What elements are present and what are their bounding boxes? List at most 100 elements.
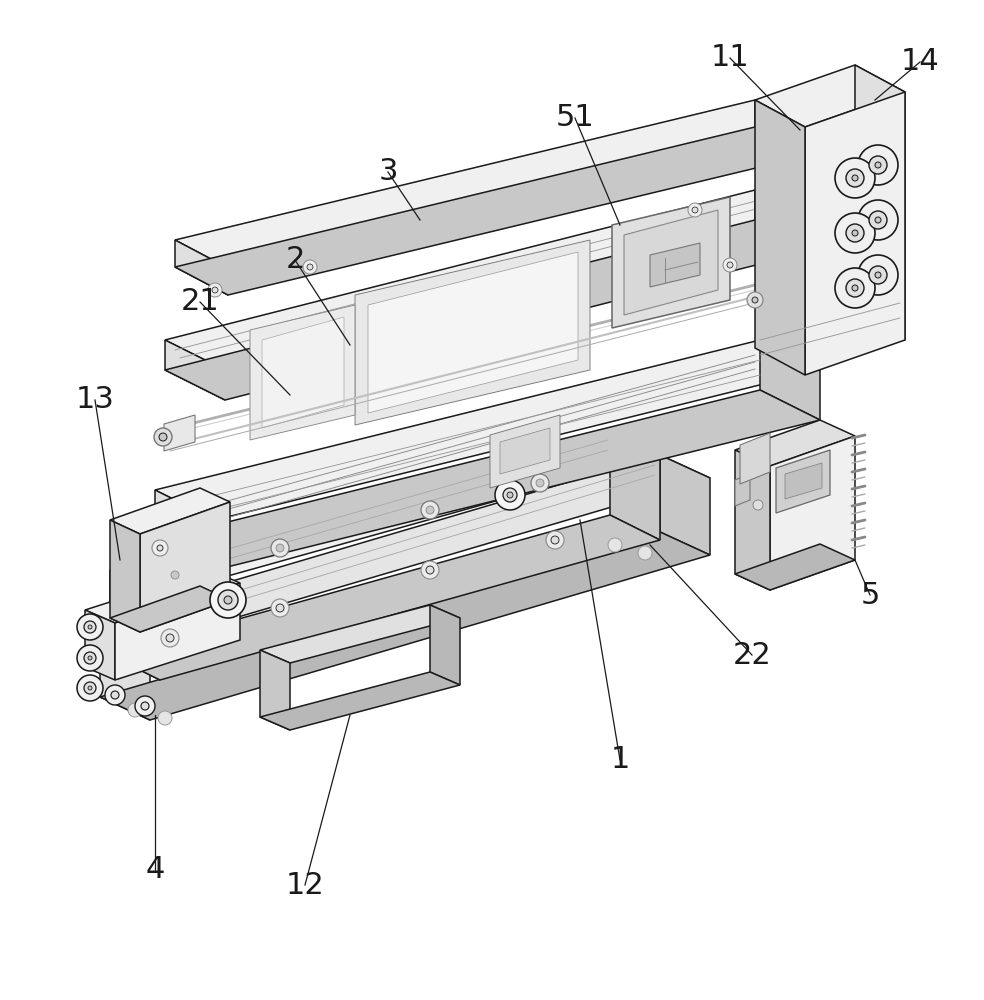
Circle shape xyxy=(869,211,887,229)
Polygon shape xyxy=(624,210,718,315)
Polygon shape xyxy=(805,92,905,375)
Circle shape xyxy=(421,561,439,579)
Polygon shape xyxy=(110,586,230,632)
Text: 22: 22 xyxy=(733,641,771,670)
Circle shape xyxy=(507,492,513,498)
Text: 13: 13 xyxy=(76,385,114,414)
Polygon shape xyxy=(165,190,815,370)
Polygon shape xyxy=(110,488,230,534)
Polygon shape xyxy=(165,340,225,400)
Polygon shape xyxy=(755,100,810,155)
Polygon shape xyxy=(755,65,905,127)
Circle shape xyxy=(303,260,317,274)
Polygon shape xyxy=(110,570,160,680)
Circle shape xyxy=(159,433,167,441)
Polygon shape xyxy=(260,605,460,663)
Polygon shape xyxy=(612,197,730,328)
Polygon shape xyxy=(100,532,710,720)
Circle shape xyxy=(77,645,103,671)
Circle shape xyxy=(426,566,434,574)
Circle shape xyxy=(77,614,103,640)
Circle shape xyxy=(224,596,232,604)
Circle shape xyxy=(531,474,549,492)
Circle shape xyxy=(84,682,96,694)
Polygon shape xyxy=(776,450,830,513)
Text: 2: 2 xyxy=(285,245,305,274)
Polygon shape xyxy=(100,620,150,720)
Polygon shape xyxy=(650,243,700,287)
Text: 5: 5 xyxy=(860,580,880,609)
Circle shape xyxy=(166,566,184,584)
Polygon shape xyxy=(490,415,560,488)
Polygon shape xyxy=(610,430,660,540)
Circle shape xyxy=(608,538,622,552)
Polygon shape xyxy=(260,650,290,730)
Circle shape xyxy=(208,283,222,297)
Circle shape xyxy=(88,686,92,690)
Polygon shape xyxy=(155,490,215,570)
Circle shape xyxy=(858,255,898,295)
Circle shape xyxy=(875,272,881,278)
Polygon shape xyxy=(85,610,115,680)
Polygon shape xyxy=(100,455,710,643)
Polygon shape xyxy=(770,436,855,590)
Circle shape xyxy=(276,604,284,612)
Polygon shape xyxy=(250,305,355,440)
Polygon shape xyxy=(430,605,460,685)
Polygon shape xyxy=(262,317,344,428)
Text: 21: 21 xyxy=(181,288,219,316)
Polygon shape xyxy=(755,190,815,250)
Circle shape xyxy=(141,702,149,710)
Circle shape xyxy=(688,203,702,217)
Circle shape xyxy=(546,531,564,549)
Circle shape xyxy=(747,292,763,308)
Circle shape xyxy=(276,544,284,552)
Polygon shape xyxy=(735,474,750,506)
Circle shape xyxy=(495,480,525,510)
Polygon shape xyxy=(115,583,240,680)
Circle shape xyxy=(723,258,737,272)
Circle shape xyxy=(128,703,142,717)
Text: 4: 4 xyxy=(146,856,164,884)
Circle shape xyxy=(835,268,875,308)
Circle shape xyxy=(852,230,858,236)
Circle shape xyxy=(852,285,858,291)
Circle shape xyxy=(835,213,875,253)
Polygon shape xyxy=(165,220,815,400)
Polygon shape xyxy=(140,502,230,632)
Circle shape xyxy=(536,479,544,487)
Circle shape xyxy=(846,169,864,187)
Polygon shape xyxy=(175,127,810,295)
Circle shape xyxy=(835,158,875,198)
Circle shape xyxy=(171,571,179,579)
Circle shape xyxy=(869,156,887,174)
Circle shape xyxy=(846,224,864,242)
Text: 11: 11 xyxy=(710,43,750,73)
Circle shape xyxy=(84,621,96,633)
Polygon shape xyxy=(175,100,810,268)
Polygon shape xyxy=(175,240,228,295)
Circle shape xyxy=(88,625,92,629)
Circle shape xyxy=(503,488,517,502)
Circle shape xyxy=(869,266,887,284)
Circle shape xyxy=(858,200,898,240)
Circle shape xyxy=(271,539,289,557)
Circle shape xyxy=(551,536,559,544)
Circle shape xyxy=(111,691,119,699)
Circle shape xyxy=(154,428,172,446)
Polygon shape xyxy=(740,433,770,484)
Circle shape xyxy=(212,287,218,293)
Circle shape xyxy=(158,711,172,725)
Polygon shape xyxy=(85,570,240,623)
Polygon shape xyxy=(355,240,590,425)
Circle shape xyxy=(88,656,92,660)
Circle shape xyxy=(77,675,103,701)
Circle shape xyxy=(271,599,289,617)
Text: 3: 3 xyxy=(378,157,398,186)
Polygon shape xyxy=(110,515,660,680)
Circle shape xyxy=(152,540,168,556)
Circle shape xyxy=(166,634,174,642)
Circle shape xyxy=(753,500,763,510)
Circle shape xyxy=(852,175,858,181)
Circle shape xyxy=(210,582,246,618)
